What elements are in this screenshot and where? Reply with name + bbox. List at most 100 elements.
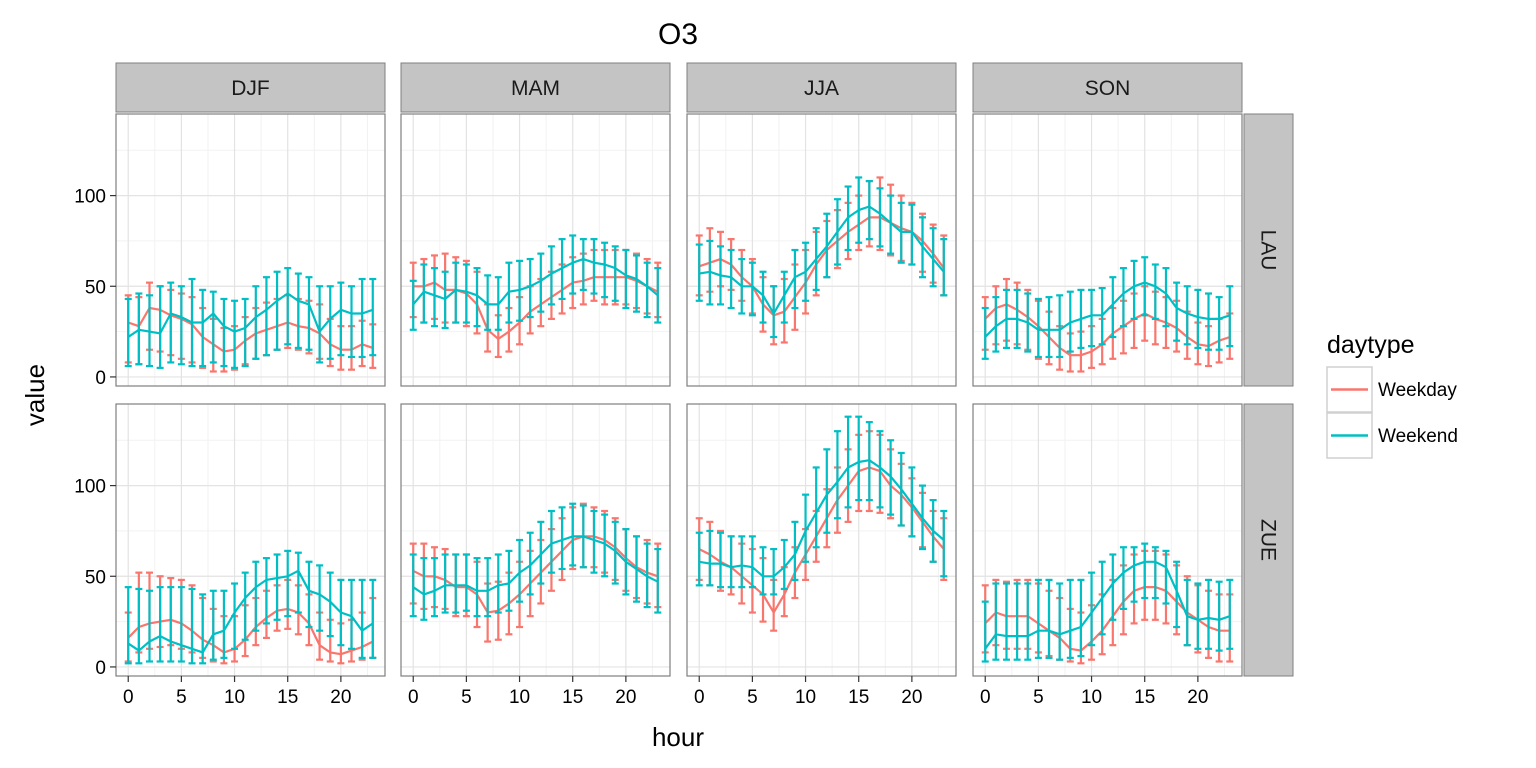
error-bar bbox=[1088, 288, 1096, 348]
error-bar bbox=[1119, 546, 1127, 611]
series-weekend bbox=[695, 415, 948, 596]
facet-strip-label: SON bbox=[1085, 77, 1131, 100]
error-bar bbox=[409, 553, 417, 618]
series-weekend bbox=[409, 502, 662, 621]
error-bar bbox=[1141, 542, 1149, 600]
error-bar bbox=[738, 535, 746, 589]
x-tick-label: 0 bbox=[123, 687, 134, 708]
x-tick-label: 5 bbox=[176, 687, 187, 708]
error-bar bbox=[167, 281, 175, 364]
chart-title: O3 bbox=[658, 18, 698, 51]
error-bar bbox=[1045, 296, 1053, 359]
error-bar bbox=[177, 586, 185, 663]
error-bar bbox=[252, 560, 260, 632]
error-bar bbox=[695, 531, 703, 587]
x-tick-label: 5 bbox=[1033, 687, 1044, 708]
error-bar bbox=[305, 276, 313, 351]
series-weekend bbox=[695, 176, 948, 339]
x-tick-label: 15 bbox=[277, 687, 298, 708]
error-bar bbox=[473, 267, 481, 328]
y-tick-label: 100 bbox=[74, 477, 106, 498]
error-bar bbox=[1215, 296, 1223, 351]
facet-strip-mam bbox=[400, 62, 671, 113]
error-bar bbox=[516, 538, 524, 603]
error-bar bbox=[908, 203, 916, 266]
panel-border bbox=[115, 113, 386, 387]
axes: 0 50 100 0 5 10 15 20 0 50 100 0 5 10 15 20 0 5 10 15 20 0 5 10… bbox=[74, 187, 1208, 708]
series-line bbox=[984, 281, 1231, 338]
error-bar bbox=[1034, 297, 1042, 359]
facet-strip-son bbox=[972, 62, 1243, 113]
series-line bbox=[984, 585, 1230, 652]
error-bar bbox=[177, 285, 185, 366]
error-bar bbox=[316, 564, 324, 632]
error-bar bbox=[590, 238, 598, 295]
error-bar bbox=[369, 277, 377, 357]
panel-mam-zue bbox=[400, 403, 671, 677]
panel-border bbox=[400, 113, 671, 387]
facet-strip-zue bbox=[1243, 403, 1294, 677]
error-bar bbox=[241, 297, 249, 368]
x-tick-label: 10 bbox=[509, 687, 530, 708]
series-line bbox=[698, 216, 945, 317]
error-bar bbox=[981, 306, 989, 360]
error-bar bbox=[167, 586, 175, 663]
series-line bbox=[412, 258, 659, 306]
legend-label: Weekend bbox=[1378, 426, 1458, 447]
error-bar bbox=[348, 578, 356, 650]
y-tick-label: 100 bbox=[74, 187, 106, 208]
error-bar bbox=[284, 267, 292, 346]
facet-strip-lau bbox=[1243, 113, 1294, 387]
error-bar bbox=[326, 285, 334, 360]
error-bar bbox=[1034, 578, 1042, 659]
error-bar bbox=[473, 557, 481, 618]
error-bar bbox=[231, 582, 239, 650]
series-line bbox=[127, 306, 374, 353]
error-bar bbox=[452, 553, 460, 614]
error-bar bbox=[759, 546, 767, 596]
y-tick-label: 0 bbox=[95, 658, 106, 679]
series-line bbox=[127, 292, 374, 338]
error-bar bbox=[484, 274, 492, 331]
error-bar bbox=[1088, 571, 1096, 647]
panel-jja-zue bbox=[686, 403, 957, 677]
error-bar bbox=[1151, 546, 1159, 600]
x-tick-label: 15 bbox=[848, 687, 869, 708]
panel-jja-lau bbox=[686, 113, 957, 387]
error-bar bbox=[262, 557, 270, 625]
error-bar bbox=[1194, 582, 1202, 650]
series-line bbox=[698, 466, 945, 614]
error-bar bbox=[526, 257, 534, 319]
legend: daytype Weekday Weekend bbox=[1326, 331, 1458, 459]
legend-title: daytype bbox=[1327, 331, 1415, 359]
error-bar bbox=[358, 277, 366, 359]
error-bar bbox=[1205, 578, 1213, 650]
facet-strip-label: DJF bbox=[231, 77, 270, 100]
x-tick-label: 10 bbox=[224, 687, 245, 708]
error-bar bbox=[262, 276, 270, 357]
error-bar bbox=[1024, 582, 1032, 661]
x-tick-label: 20 bbox=[1187, 687, 1208, 708]
panel-background bbox=[401, 114, 670, 386]
legend-label: Weekday bbox=[1378, 380, 1457, 401]
error-bar bbox=[791, 520, 799, 581]
panel-border bbox=[686, 403, 957, 677]
error-bar bbox=[876, 187, 884, 248]
error-bar bbox=[940, 238, 948, 297]
error-bar bbox=[220, 297, 228, 368]
facet-panels: DJF MAM JJA SON LAU ZUE bbox=[115, 62, 1294, 677]
error-bar bbox=[622, 248, 630, 310]
x-tick-label: 5 bbox=[747, 687, 758, 708]
error-bar bbox=[484, 557, 492, 618]
error-bar bbox=[252, 285, 260, 360]
error-bar bbox=[633, 254, 641, 313]
error-bar bbox=[337, 281, 345, 357]
error-bar bbox=[601, 513, 609, 578]
series-weekend bbox=[409, 234, 662, 331]
x-axis-title: hour bbox=[652, 722, 704, 752]
error-bar bbox=[823, 448, 831, 534]
error-bar bbox=[1194, 288, 1202, 350]
y-tick-label: 50 bbox=[85, 277, 106, 298]
legend-entry-weekend: Weekend bbox=[1326, 412, 1458, 459]
